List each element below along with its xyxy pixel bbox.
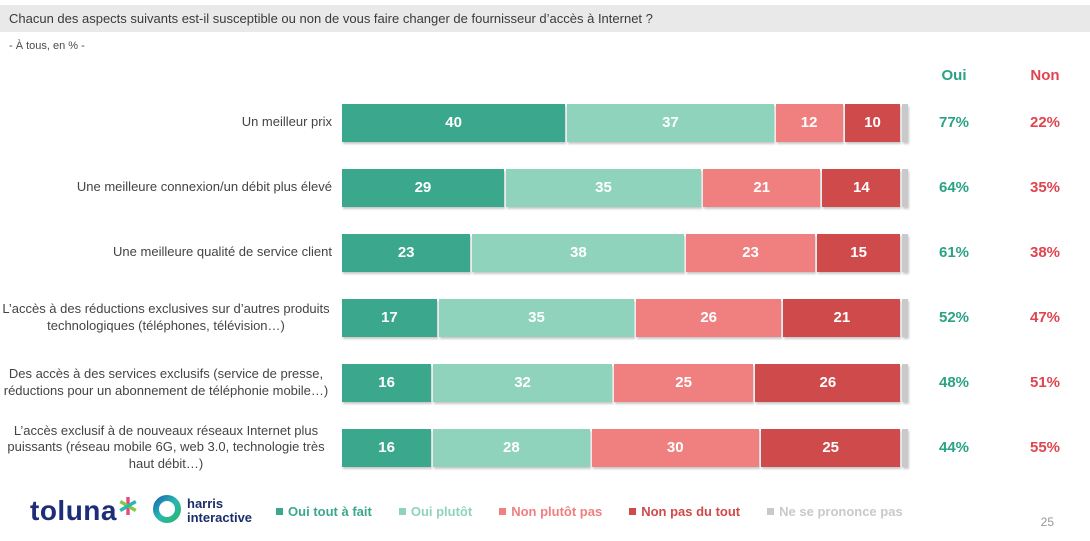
bar-segment: 25 (613, 363, 754, 402)
bar-segment (902, 363, 908, 402)
legend-item: Oui plutôt (398, 503, 473, 519)
non-total: 47% (1029, 309, 1061, 326)
stacked-bar: 29 35 21 14 (342, 168, 908, 207)
legend-swatch-icon (499, 507, 507, 515)
chart-legend: Oui tout à fait Oui plutôt Non plutôt pas N… (276, 504, 903, 519)
bar-segment: 16 (342, 363, 432, 402)
oui-total: 64% (938, 179, 970, 196)
chart-row: Des accès à des services exclusifs (serv… (0, 350, 1090, 415)
toluna-asterisk-icon (118, 491, 138, 523)
bar-segment: 14 (822, 168, 901, 207)
oui-total: 44% (938, 439, 970, 456)
category-label: Une meilleure qualité de service client (0, 220, 332, 285)
bar-segment: 35 (505, 168, 702, 207)
bar-segment (902, 428, 908, 467)
legend-label: Non pas du tout (641, 503, 741, 519)
legend-label: Oui tout à fait (288, 503, 372, 519)
stacked-bar-chart: Oui Non Un meilleur prix 40 37 12 10 77% 22% Un… (0, 60, 1090, 480)
legend-item: Non pas du tout (629, 504, 740, 519)
bar-segment: 12 (775, 103, 843, 142)
oui-total: 52% (938, 309, 970, 326)
legend-label: Non plutôt pas (511, 503, 603, 519)
page-number: 25 (1040, 515, 1054, 529)
legend-swatch-icon (398, 507, 406, 515)
harris-ring-icon (152, 494, 182, 529)
stacked-bar: 16 28 30 25 (342, 428, 908, 467)
question-title-bar: Chacun des aspects suivants est-il susce… (0, 5, 1090, 32)
chart-row: L’accès à des réductions exclusives sur … (0, 285, 1090, 350)
category-label: L’accès à des réductions exclusives sur … (0, 285, 332, 350)
column-header-non: Non (1030, 66, 1060, 84)
bar-segment (902, 298, 908, 337)
base-subtitle: - À tous, en % - (9, 40, 85, 52)
legend-swatch-icon (276, 507, 284, 515)
legend-item: Non plutôt pas (499, 504, 602, 519)
chart-header-row: Oui Non (0, 60, 1090, 90)
bar-segment: 35 (438, 298, 635, 337)
category-label: L’accès exclusif à de nouveaux réseaux I… (0, 415, 332, 480)
bar-segment: 40 (342, 103, 566, 142)
bar-segment (902, 103, 908, 142)
category-label-text: Des accès à des services exclusifs (serv… (3, 366, 329, 398)
category-label: Des accès à des services exclusifs (serv… (0, 350, 332, 415)
category-label-text: Une meilleure qualité de service client (113, 244, 332, 260)
chart-row: L’accès exclusif à de nouveaux réseaux I… (0, 415, 1090, 480)
bar-segment (902, 233, 909, 272)
chart-row: Une meilleure qualité de service client 2… (0, 220, 1090, 285)
bar-segment: 21 (783, 298, 901, 337)
category-label-text: L’accès exclusif à de nouveaux réseaux I… (7, 423, 325, 471)
stacked-bar: 17 35 26 21 (342, 298, 908, 337)
stacked-bar: 40 37 12 10 (342, 103, 908, 142)
bar-segment: 28 (433, 428, 590, 467)
category-label: Une meilleure connexion/un débit plus él… (0, 155, 332, 220)
toluna-logo-text: toluna (30, 495, 117, 526)
oui-total: 77% (938, 114, 970, 131)
oui-total: 48% (938, 374, 970, 391)
bar-segment: 16 (342, 428, 432, 467)
stacked-bar: 23 38 23 15 (342, 233, 909, 272)
legend-item: Ne se prononce pas (767, 504, 903, 519)
legend-label: Oui plutôt (410, 503, 473, 519)
bar-segment: 30 (591, 428, 759, 467)
legend-item: Oui tout à fait (276, 504, 372, 519)
bar-segment: 38 (472, 233, 685, 272)
footer: toluna (30, 489, 1090, 533)
bar-segment: 23 (342, 233, 471, 272)
category-label: Un meilleur prix (0, 90, 332, 155)
harris-logo-text: harris interactive (187, 496, 253, 525)
oui-total: 61% (938, 244, 970, 261)
bar-segment: 32 (433, 363, 612, 402)
legend-swatch-icon (629, 507, 637, 515)
harris-interactive-logo: harris interactive (152, 494, 252, 529)
legend-swatch-icon (767, 507, 775, 515)
bar-segment: 17 (342, 298, 437, 337)
bar-segment: 29 (342, 168, 504, 207)
bar-segment: 26 (636, 298, 782, 337)
column-header-oui: Oui (941, 66, 967, 84)
bar-segment: 37 (567, 103, 774, 142)
stacked-bar: 16 32 25 26 (342, 363, 908, 402)
legend-label: Ne se prononce pas (779, 503, 903, 519)
non-total: 22% (1029, 114, 1061, 131)
toluna-logo: toluna (30, 495, 138, 527)
non-total: 51% (1029, 374, 1061, 391)
bar-segment: 21 (703, 168, 821, 207)
bar-segment: 15 (816, 233, 901, 272)
category-label-text: Un meilleur prix (241, 114, 332, 130)
bar-segment: 10 (844, 103, 901, 142)
bar-segment: 26 (755, 363, 901, 402)
bar-segment: 23 (686, 233, 815, 272)
chart-rows: Un meilleur prix 40 37 12 10 77% 22% Une meille… (0, 90, 1090, 480)
question-title: Chacun des aspects suivants est-il susce… (9, 11, 653, 26)
chart-row: Une meilleure connexion/un débit plus él… (0, 155, 1090, 220)
bar-segment: 25 (760, 428, 901, 467)
bar-segment (902, 168, 908, 207)
category-label-text: L’accès à des réductions exclusives sur … (2, 301, 330, 333)
chart-row: Un meilleur prix 40 37 12 10 77% 22% (0, 90, 1090, 155)
non-total: 35% (1029, 179, 1061, 196)
category-label-text: Une meilleure connexion/un débit plus él… (76, 179, 332, 195)
non-total: 55% (1029, 439, 1061, 456)
non-total: 38% (1029, 244, 1061, 261)
